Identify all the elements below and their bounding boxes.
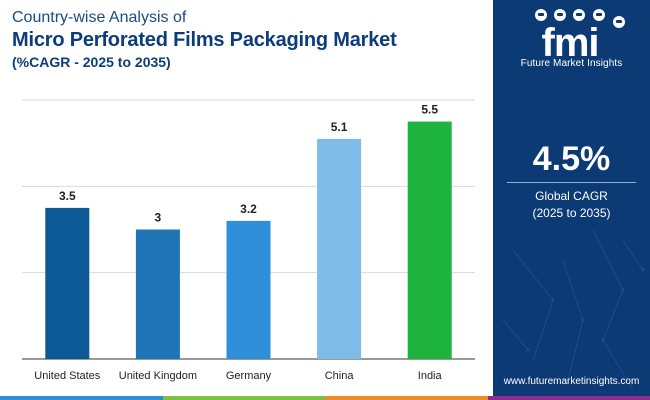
bottom-bar-segment	[325, 396, 488, 400]
website-url[interactable]: www.futuremarketinsights.com	[503, 376, 640, 387]
global-cagr-label: Global CAGR (2025 to 2035)	[493, 188, 650, 222]
bottom-bar-segment	[162, 396, 325, 400]
logo-text: Future Market Insights	[520, 58, 623, 69]
x-tick-label: United Kingdom	[119, 370, 197, 382]
svg-text:fmi: fmi	[541, 21, 598, 60]
bottom-bar-segment	[487, 396, 650, 400]
bottom-color-bar	[0, 396, 650, 400]
bottom-bar-segment	[0, 396, 163, 400]
fmi-logo-icon: fmi	[534, 9, 625, 60]
bar-united-states	[45, 207, 90, 359]
data-label: 5.5	[421, 103, 438, 117]
x-tick-label: India	[418, 370, 443, 382]
stat-divider	[507, 182, 636, 183]
data-label: 3.5	[59, 189, 76, 203]
global-cagr-label-line1: Global CAGR	[535, 189, 608, 203]
fmi-logo: fmi Future Market Insights	[493, 4, 650, 69]
x-tick-label: China	[325, 370, 355, 382]
x-tick-label: Germany	[226, 370, 272, 382]
bar-united-kingdom	[135, 229, 180, 359]
data-label: 3	[155, 211, 162, 225]
chart-header: Country-wise Analysis of Micro Perforate…	[12, 8, 492, 71]
bar-china	[317, 138, 362, 359]
bar-germany	[226, 220, 271, 359]
x-tick-label: United States	[34, 370, 101, 382]
data-label: 3.2	[240, 202, 257, 216]
global-cagr-value: 4.5%	[532, 140, 611, 178]
chart-subtitle: Country-wise Analysis of	[12, 9, 187, 26]
bar-chart: 3.5 United States 3 United Kingdom 3.2 German…	[22, 99, 475, 382]
bar-india	[407, 121, 452, 359]
chart-title: Micro Perforated Films Packaging Market	[12, 29, 397, 51]
chart-range: (%CAGR - 2025 to 2035)	[12, 54, 171, 70]
data-label: 5.1	[331, 120, 348, 134]
global-cagr-label-line2: (2025 to 2035)	[532, 206, 611, 220]
side-panel: fmi Future Market Insights 4.5% Global C…	[493, 0, 650, 400]
panel-texture	[502, 229, 645, 391]
